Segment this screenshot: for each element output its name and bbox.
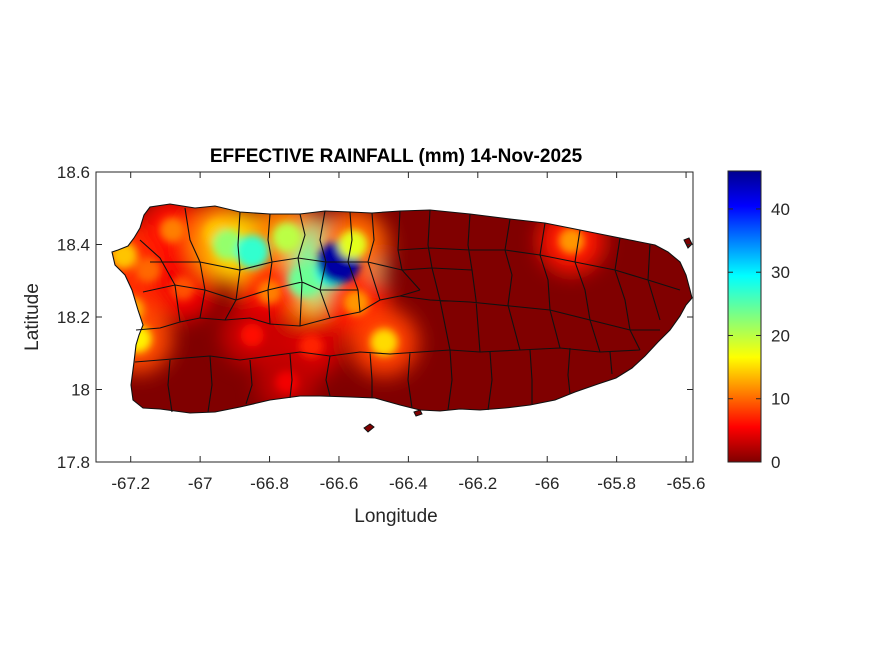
x-tick-label: -67 <box>188 474 213 493</box>
colorbar-tick-label: 40 <box>771 200 790 219</box>
x-tick-label: -66.8 <box>250 474 289 493</box>
y-axis-ticks: 17.8 18 18.2 18.4 18.6 <box>57 163 693 472</box>
colorbar-tick-label: 0 <box>771 453 780 472</box>
rain-cell-core-17 <box>240 323 264 347</box>
rain-cell-core-18 <box>299 334 323 358</box>
colorbar-tick-label: 30 <box>771 263 790 282</box>
y-tick-label: 18 <box>71 381 90 400</box>
x-tick-label: -65.6 <box>667 474 706 493</box>
colorbar-tick-label: 20 <box>771 326 790 345</box>
boundary-lines <box>134 207 681 413</box>
x-tick-label: -66 <box>535 474 560 493</box>
x-tick-label: -67.2 <box>111 474 150 493</box>
x-axis-ticks: -67.2 -67 -66.8 -66.6 -66.4 -66.2 -66 -65.8 -65.… <box>111 172 705 493</box>
rain-cell-core-15 <box>343 289 370 316</box>
rain-cell-core-20 <box>558 227 585 254</box>
x-tick-label: -66.6 <box>320 474 359 493</box>
y-tick-label: 18.2 <box>57 308 90 327</box>
rain-cell-core-10 <box>288 264 321 297</box>
rain-cell-core-8 <box>235 235 269 269</box>
x-axis-label: Longitude <box>354 506 437 527</box>
y-tick-label: 18.4 <box>57 236 90 255</box>
colorbar-ticks: 0 10 20 30 40 <box>728 200 790 472</box>
chart-title: EFFECTIVE RAINFALL (mm) 14-Nov-2025 <box>210 146 583 167</box>
x-tick-label: -66.2 <box>458 474 497 493</box>
municipal-boundaries <box>111 203 693 414</box>
islet-south <box>413 409 423 417</box>
rain-cell-core-14 <box>256 278 283 305</box>
colorbar <box>727 170 762 463</box>
x-tick-label: -66.4 <box>389 474 428 493</box>
rain-cell-core-5 <box>159 217 186 243</box>
y-axis-label: Latitude <box>22 283 43 351</box>
rain-cell-core-13 <box>338 230 368 259</box>
rain-cell-core-19 <box>275 371 299 394</box>
rain-cell-core-9 <box>271 222 302 253</box>
islet-caja-de-muertos <box>363 423 375 433</box>
island-outline <box>111 203 693 414</box>
rain-cell-core-0 <box>135 257 161 283</box>
x-tick-label: -65.8 <box>597 474 636 493</box>
y-tick-label: 17.8 <box>57 453 90 472</box>
rain-cell-core-16 <box>370 328 398 357</box>
colorbar-tick-label: 10 <box>771 390 790 409</box>
y-tick-label: 18.6 <box>57 163 90 182</box>
